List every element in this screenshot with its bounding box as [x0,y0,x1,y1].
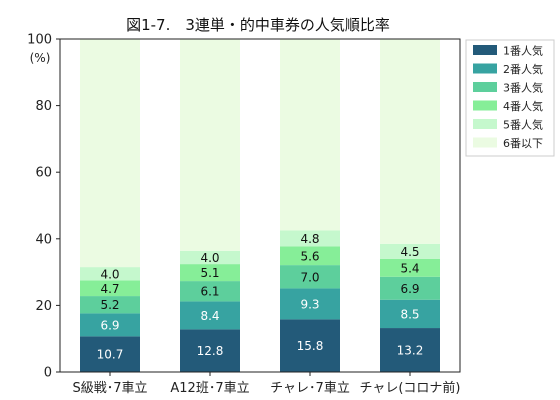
bar-segment [380,243,440,259]
bar-segment [80,267,140,281]
data-label: 4.5 [400,245,419,259]
y-tick-label: 40 [35,232,52,247]
legend-label: 2番人気 [503,62,543,76]
legend-swatch [473,137,497,148]
bar-segment [280,288,340,320]
data-label: 5.2 [100,298,119,312]
data-label: 10.7 [97,348,124,362]
bar-segment [280,246,340,266]
bar-segment [380,39,440,244]
bars [80,39,440,372]
chart-title: 図1-7. 3連単・的中車券の人気順比率 [126,16,390,34]
legend-label: 1番人気 [503,44,543,58]
y-tick-label: 60 [35,166,52,181]
data-label: 12.8 [197,344,224,358]
legend-label: 6番以下 [503,137,543,150]
y-tick-label: 80 [35,99,52,114]
bar-segment [180,281,240,302]
bar-segment [80,296,140,314]
legend-frame [465,39,555,157]
x-category-label: A12班･7車立 [170,381,249,396]
bar-segment [280,230,340,247]
data-label: 9.3 [300,297,319,311]
plot-frame [59,38,461,373]
legend: 1番人気 2番人気 3番人気 4番人気 5番人気 6番以下 [465,39,555,157]
bar-segment [280,39,340,231]
x-category-label: S級戦･7車立 [72,381,147,396]
data-label: 5.4 [400,261,419,275]
data-label: 5.1 [200,266,219,280]
data-label: 6.1 [200,285,219,299]
bar-segment [280,319,340,372]
y-axis-ticks: 0 20 40 60 80 100 [27,33,60,381]
data-label: 7.0 [300,270,319,284]
legend-label: 4番人気 [503,99,543,113]
data-label: 4.8 [300,232,319,246]
y-tick-label: 0 [44,366,52,381]
legend-label: 5番人気 [503,118,543,132]
y-tick-label: 100 [27,33,52,48]
bar-segment [380,276,440,300]
legend-swatch [473,119,497,129]
bar-segment [180,329,240,372]
bar-segment [180,264,240,282]
legend-swatch [473,45,497,55]
data-label: 5.6 [300,249,319,263]
bar-segment [80,39,140,268]
legend-label: 3番人気 [503,81,543,95]
legend-swatch [473,82,497,92]
y-axis-unit: (%) [30,51,51,65]
data-labels: 10.76.95.24.74.012.88.46.15.14.015.89.37… [97,232,424,362]
bar-segment [280,265,340,289]
data-label: 4.0 [200,251,219,265]
bar-segment [80,336,140,372]
bar-segment [180,301,240,330]
x-category-label: チャレ･7車立 [270,381,350,396]
data-label: 6.9 [100,318,119,332]
data-label: 8.5 [400,307,419,321]
data-label: 4.7 [100,282,119,296]
bar-segment [380,299,440,329]
data-label: 13.2 [397,344,424,358]
bar-segment [180,250,240,265]
legend-swatch [473,100,497,111]
legend-swatch [473,63,497,74]
data-label: 6.9 [400,282,419,296]
x-category-label: チャレ(コロナ前) [359,380,460,396]
data-label: 15.8 [297,339,324,353]
data-label: 8.4 [200,309,219,323]
bar-segment [180,39,240,251]
bar-segment [80,313,140,337]
y-tick-label: 20 [35,299,52,314]
data-label: 4.0 [100,267,119,281]
x-axis-categories: S級戦･7車立 A12班･7車立 チャレ･7車立 チャレ(コロナ前) [72,372,461,396]
bar-segment [380,258,440,277]
bar-segment [80,280,140,297]
bar-segment [380,328,440,372]
